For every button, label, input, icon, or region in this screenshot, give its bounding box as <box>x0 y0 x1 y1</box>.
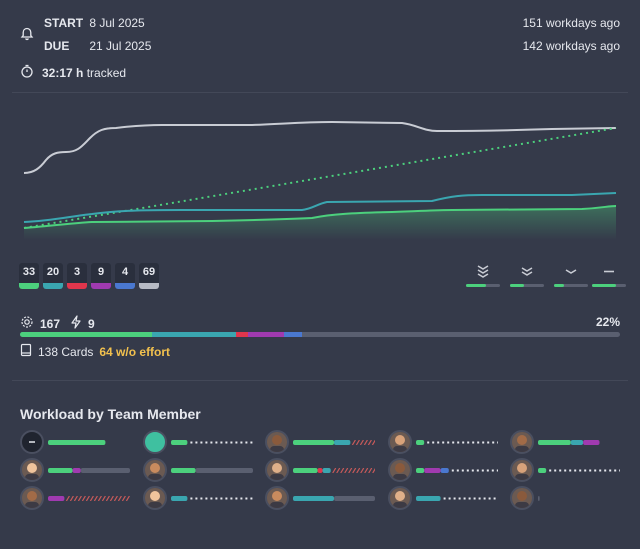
team-member[interactable] <box>388 458 500 482</box>
progress-segment <box>236 332 248 337</box>
team-member[interactable] <box>388 486 500 510</box>
priority-low-icon[interactable] <box>592 265 626 287</box>
priority-highest-icon[interactable] <box>466 265 500 287</box>
team-member[interactable] <box>20 458 132 482</box>
workload-title: Workload by Team Member <box>20 406 201 422</box>
workload-bar <box>171 496 253 501</box>
workload-bar <box>48 468 130 473</box>
burnup-chart <box>23 120 617 240</box>
tracked-value: 32:17 h <box>42 65 84 80</box>
divider <box>12 380 628 381</box>
status-count[interactable]: 20 <box>43 263 63 289</box>
avatar[interactable] <box>388 486 412 510</box>
team-member[interactable] <box>143 458 255 482</box>
team-member[interactable] <box>265 486 377 510</box>
stopwatch-icon <box>20 64 34 81</box>
status-count[interactable]: 9 <box>91 263 111 289</box>
status-count[interactable]: 33 <box>19 263 39 289</box>
due-label: DUE <box>44 39 70 53</box>
progress-segment <box>248 332 284 337</box>
team-member[interactable] <box>265 458 377 482</box>
priority-fill <box>592 284 616 287</box>
workload-bar <box>293 496 375 501</box>
priority-fill <box>554 284 565 287</box>
workload-bar <box>538 468 620 473</box>
team-member[interactable] <box>510 430 622 454</box>
avatar[interactable] <box>265 486 289 510</box>
done-line <box>23 205 617 229</box>
completion-percent: 22% <box>595 315 620 329</box>
status-counts: 33 20 3 9 4 69 <box>19 263 159 289</box>
team-member[interactable] <box>20 486 132 510</box>
workload-bar <box>538 440 600 445</box>
avatar[interactable] <box>388 430 412 454</box>
avatar[interactable] <box>510 486 534 510</box>
done-area <box>24 206 616 240</box>
workload-bar <box>48 496 130 501</box>
ideal-line <box>23 127 617 229</box>
avatar[interactable] <box>20 458 44 482</box>
effort-value: 167 <box>40 316 61 331</box>
time-tracked: 32:17 h tracked <box>20 64 126 81</box>
priority-high-icon[interactable] <box>510 265 544 287</box>
status-count[interactable]: 3 <box>67 263 87 289</box>
total-scope-line <box>23 120 617 174</box>
no-effort-count[interactable]: 64 w/o effort <box>99 344 171 359</box>
priority-medium-icon[interactable] <box>554 265 588 287</box>
tracked-label: tracked <box>86 65 127 80</box>
start-date-row: START 8 Jul 2025 <box>44 16 145 30</box>
due-date[interactable]: 21 Jul 2025 <box>89 39 152 53</box>
priority-fill <box>510 284 524 287</box>
workload-bar <box>293 440 375 445</box>
team-member[interactable] <box>143 430 255 454</box>
book-icon <box>20 343 32 360</box>
workload-bar <box>416 496 496 501</box>
workload-bar <box>416 440 498 445</box>
team-member[interactable] <box>20 430 132 454</box>
effort-stats: 167 9 <box>20 315 95 332</box>
avatar[interactable] <box>265 430 289 454</box>
due-date-row: DUE 21 Jul 2025 <box>44 39 151 53</box>
team-member[interactable] <box>388 430 500 454</box>
start-ago: 151 workdays ago <box>522 16 620 30</box>
gear-icon <box>20 315 34 332</box>
team-member[interactable] <box>143 486 255 510</box>
bolt-icon <box>70 315 82 332</box>
start-label: START <box>44 16 84 30</box>
avatar[interactable] <box>20 486 44 510</box>
bell-icon[interactable] <box>20 27 34 46</box>
avatar[interactable] <box>510 458 534 482</box>
avatar[interactable] <box>143 458 167 482</box>
status-count[interactable]: 4 <box>115 263 135 289</box>
avatar[interactable] <box>510 430 534 454</box>
avatar[interactable] <box>143 430 167 454</box>
avatar[interactable] <box>265 458 289 482</box>
priority-fill <box>466 284 487 287</box>
status-count[interactable]: 69 <box>139 263 159 289</box>
due-ago: 142 workdays ago <box>522 39 620 53</box>
team-member[interactable] <box>510 458 622 482</box>
workload-bar <box>538 496 540 501</box>
progress-segment <box>20 332 152 337</box>
cards-summary: 138 Cards 64 w/o effort <box>20 343 170 360</box>
cards-count[interactable]: 138 Cards <box>38 344 94 359</box>
progress-segment <box>284 332 302 337</box>
avatar[interactable] <box>143 486 167 510</box>
team-member[interactable] <box>510 486 622 510</box>
divider <box>12 92 628 93</box>
bolt-value: 9 <box>88 316 95 331</box>
avatar[interactable] <box>20 430 44 454</box>
start-date[interactable]: 8 Jul 2025 <box>89 16 145 30</box>
in-progress-line <box>23 192 617 223</box>
avatar[interactable] <box>388 458 412 482</box>
workload-bar <box>171 440 253 445</box>
workload-bar <box>293 468 375 473</box>
workload-bar <box>416 468 498 473</box>
workload-bar <box>171 468 253 473</box>
progress-segment <box>152 332 236 337</box>
team-member[interactable] <box>265 430 377 454</box>
progress-bar <box>20 332 620 337</box>
workload-bar <box>48 440 106 445</box>
